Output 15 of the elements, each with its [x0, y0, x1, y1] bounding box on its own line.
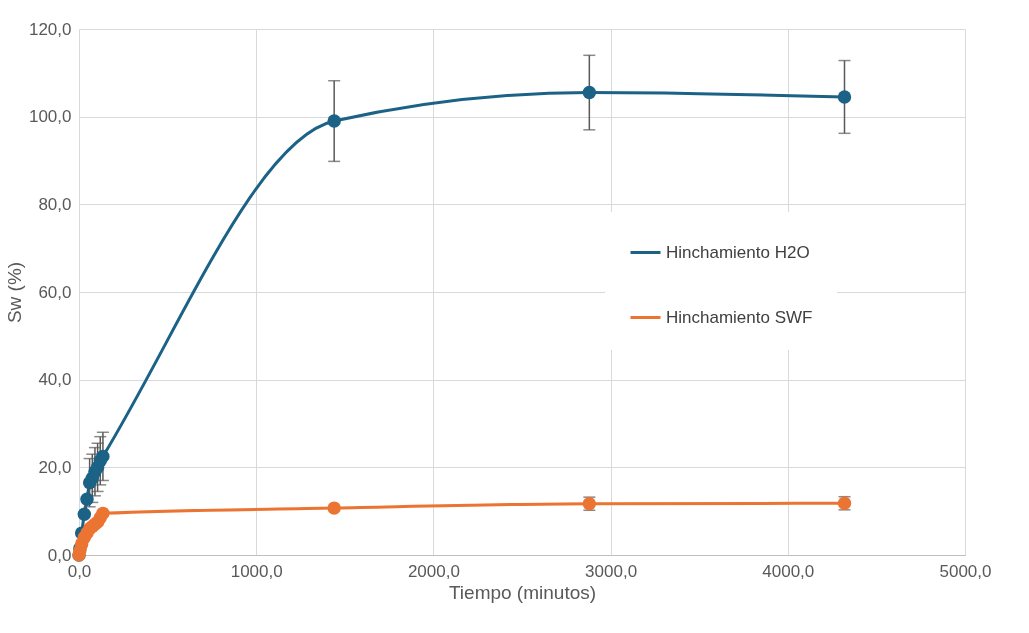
x-tick-label: 5000,0: [939, 561, 992, 581]
x-tick-label: 1000,0: [230, 561, 283, 581]
y-tick-label: 20,0: [38, 457, 72, 477]
x-axis-title: Tiempo (minutos): [448, 581, 597, 603]
y-tick-label: 120,0: [28, 19, 72, 39]
x-tick-label: 2000,0: [407, 561, 460, 581]
y-tick-label: 60,0: [38, 282, 72, 302]
y-tick-label: 80,0: [38, 194, 72, 214]
legend-label: Hinchamiento H2O: [666, 242, 810, 262]
x-tick-label: 4000,0: [762, 561, 815, 581]
x-tick-label: 3000,0: [585, 561, 638, 581]
y-tick-label: 40,0: [38, 370, 72, 390]
y-axis-title: Sw (%): [3, 261, 25, 324]
y-tick-label: 100,0: [28, 107, 72, 127]
legend-label: Hinchamiento SWF: [666, 307, 813, 327]
